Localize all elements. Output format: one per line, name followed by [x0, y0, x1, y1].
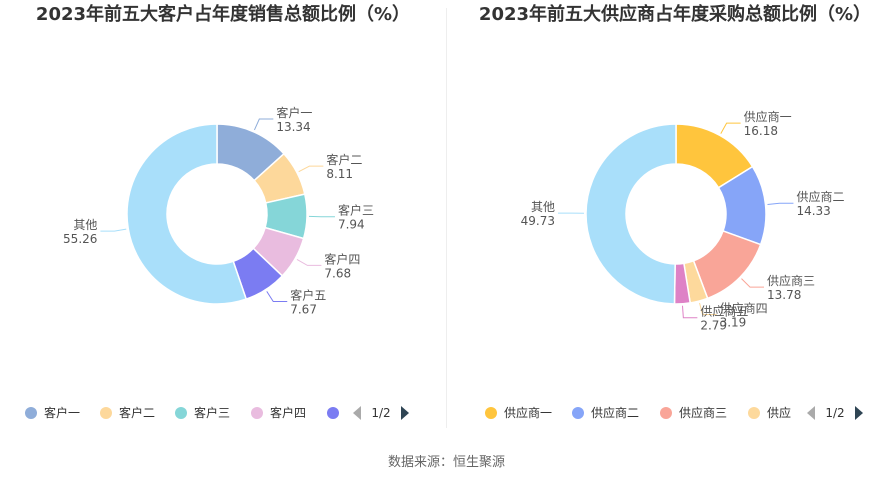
legend-item-label[interactable]: 供应商一: [504, 405, 552, 420]
leader-line: [767, 202, 794, 205]
slice-value-label: 2.79: [700, 319, 727, 333]
leader-line: [720, 122, 741, 134]
leader-line: [741, 278, 764, 288]
slice-label: 供应商五: [700, 304, 748, 319]
leader-line: [681, 305, 698, 319]
legend-marker[interactable]: [660, 407, 672, 419]
slice-label: 客户三: [338, 203, 374, 218]
panel-divider: [446, 8, 447, 428]
legend-marker[interactable]: [572, 407, 584, 419]
leader-line: [298, 165, 324, 173]
customer-chart-panel: 2023年前五大客户占年度销售总额比例（%） 客户一 13.34 客户二 8.11 客户…: [0, 0, 446, 440]
pie-slice[interactable]: [126, 123, 248, 305]
data-source: 数据来源：恒生聚源: [387, 455, 505, 470]
chart-title-customers: 2023年前五大客户占年度销售总额比例（%）: [35, 4, 411, 25]
legend-marker[interactable]: [25, 407, 37, 419]
legend-marker[interactable]: [251, 407, 263, 419]
supplier-chart-panel: 2023年前五大供应商占年度采购总额比例（%） 供应商一 16.18 供应商二 14.…: [447, 0, 893, 440]
slice-label: 其他: [73, 218, 97, 232]
legend-marker[interactable]: [100, 407, 112, 419]
legend-page-indicator: 1/2: [371, 406, 390, 420]
legend-next-page-icon[interactable]: [855, 406, 863, 420]
chart-title-suppliers: 2023年前五大供应商占年度采购总额比例（%）: [478, 4, 872, 25]
pie-slice[interactable]: [585, 123, 677, 305]
slice-value-label: 13.78: [767, 288, 801, 302]
slice-label: 供应商一: [744, 109, 792, 124]
leader-line: [699, 302, 717, 316]
leader-line: [266, 291, 288, 302]
slice-value-label: 8.11: [326, 167, 353, 181]
legend-prev-page-icon[interactable]: [353, 406, 361, 420]
slice-value-label: 7.94: [338, 218, 365, 232]
legend-item-label[interactable]: 供应商二: [591, 405, 639, 420]
leader-line: [253, 118, 274, 131]
slice-label: 其他: [531, 200, 555, 214]
leader-line: [296, 259, 322, 266]
slice-label: 供应商四: [720, 301, 768, 316]
legend-marker[interactable]: [327, 407, 339, 419]
legend-marker[interactable]: [485, 407, 497, 419]
legend-item-label[interactable]: 客户一: [44, 405, 80, 420]
legend-item-label[interactable]: 客户三: [194, 405, 230, 420]
legend-item-label[interactable]: 供应商三: [679, 405, 727, 420]
slice-value-label: 7.67: [290, 302, 317, 316]
slice-label: 供应商三: [767, 273, 815, 288]
slice-value-label: 7.68: [324, 266, 351, 280]
slice-label: 客户五: [290, 287, 326, 302]
legend-page-indicator: 1/2: [825, 406, 844, 420]
slice-label: 供应商二: [796, 189, 844, 204]
legend-marker[interactable]: [175, 407, 187, 419]
slice-label: 客户四: [324, 251, 360, 266]
legend-item-label[interactable]: 供应: [767, 405, 791, 420]
legend-item-label[interactable]: 客户二: [119, 405, 155, 420]
slice-label: 客户一: [276, 105, 312, 120]
customer-donut-chart: 客户一13.34客户二8.11客户三7.94客户四7.68客户五7.67其他55…: [25, 105, 409, 420]
slice-value-label: 3.19: [720, 316, 747, 330]
legend-marker[interactable]: [748, 407, 760, 419]
slice-value-label: 14.33: [796, 204, 830, 218]
slice-value-label: 16.18: [744, 124, 778, 138]
legend-item-label[interactable]: 客户四: [270, 405, 306, 420]
slice-label: 客户二: [326, 152, 362, 167]
leader-line: [100, 228, 127, 232]
slice-value-label: 49.73: [521, 214, 555, 228]
supplier-donut-chart: 供应商一16.18供应商二14.33供应商三13.78供应商四3.19供应商五2…: [485, 109, 863, 420]
legend-prev-page-icon[interactable]: [807, 406, 815, 420]
legend-next-page-icon[interactable]: [401, 406, 409, 420]
slice-value-label: 13.34: [276, 120, 310, 134]
slice-value-label: 55.26: [63, 232, 97, 246]
